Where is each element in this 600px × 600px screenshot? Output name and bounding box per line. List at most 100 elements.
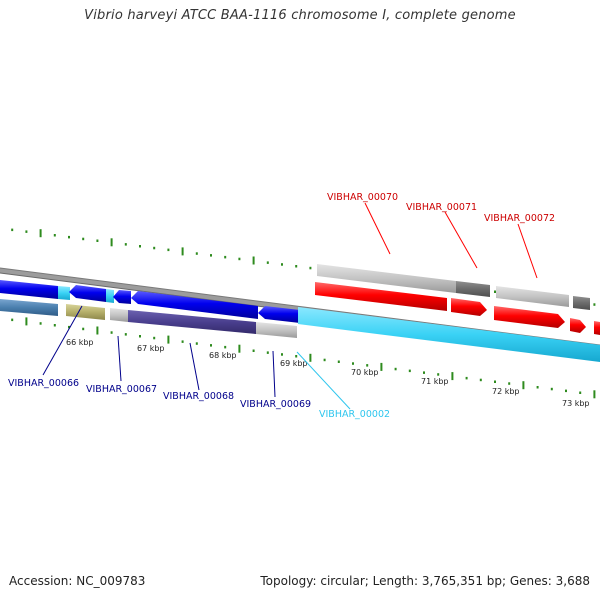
- minor-tick: [550, 387, 553, 391]
- minor-tick: [565, 389, 567, 393]
- minor-tick: [252, 349, 255, 352]
- minor-tick: [295, 355, 298, 358]
- minor-tick: [139, 335, 141, 338]
- major-tick: [110, 238, 113, 247]
- minor-tick: [224, 345, 227, 349]
- major-tick: [39, 229, 42, 238]
- minor-tick: [238, 257, 241, 261]
- minor-tick: [579, 391, 582, 394]
- gene-span-next[interactable]: [573, 296, 590, 310]
- minor-tick: [195, 252, 198, 255]
- scale-label: 68 kbp: [209, 351, 237, 360]
- gene-span-vibhar-00068a[interactable]: [110, 308, 128, 322]
- gene-label-vibhar-00002[interactable]: VIBHAR_00002: [319, 409, 390, 420]
- gene-label-vibhar-00072[interactable]: VIBHAR_00072: [484, 213, 555, 224]
- label-leader-lines: [42, 202, 538, 410]
- minor-tick: [266, 261, 269, 264]
- gene-span-vibhar-00070[interactable]: [317, 264, 456, 293]
- accession-text: Accession: NC_009783: [9, 574, 146, 588]
- cds-vibhar-00071[interactable]: [451, 298, 487, 316]
- major-tick: [167, 335, 170, 344]
- major-tick: [96, 326, 99, 335]
- forward-gene-spans: [317, 264, 590, 310]
- gene-labels: VIBHAR_00070 VIBHAR_00071 VIBHAR_00072 V…: [8, 192, 555, 420]
- gene-label-vibhar-00067[interactable]: VIBHAR_00067: [86, 384, 157, 395]
- major-tick: [451, 372, 454, 381]
- reverse-cds: [0, 280, 300, 323]
- minor-tick: [110, 331, 113, 334]
- minor-tick: [210, 254, 212, 257]
- minor-tick: [181, 340, 184, 343]
- minor-tick: [508, 382, 511, 385]
- minor-tick: [295, 265, 298, 268]
- minor-tick: [167, 248, 170, 252]
- minor-tick: [68, 325, 70, 329]
- minor-tick: [224, 255, 227, 259]
- gene-span-vibhar-00068[interactable]: [128, 310, 256, 334]
- minor-tick: [96, 239, 99, 242]
- minor-tick: [153, 336, 156, 340]
- gene-span-vibhar-00069[interactable]: [256, 322, 297, 338]
- minor-tick: [139, 245, 141, 248]
- map-title: Vibrio harveyi ATCC BAA-1116 chromosome …: [84, 8, 516, 23]
- minor-tick: [394, 367, 397, 371]
- minor-tick: [25, 230, 28, 233]
- cds-vibhar-00067[interactable]: [69, 285, 106, 302]
- genome-summary-text: Topology: circular; Length: 3,765,351 bp…: [260, 574, 590, 588]
- minor-tick: [11, 318, 14, 322]
- scale-label: 72 kbp: [492, 387, 520, 396]
- cds-vibhar-00069[interactable]: [258, 306, 300, 323]
- minor-tick: [479, 378, 482, 382]
- cds-vibhar-00072[interactable]: [494, 306, 565, 328]
- minor-tick: [68, 235, 70, 239]
- gene-label-vibhar-00070[interactable]: VIBHAR_00070: [327, 192, 398, 203]
- minor-tick: [494, 380, 496, 383]
- contig-steel[interactable]: [0, 299, 58, 316]
- minor-tick: [82, 237, 85, 241]
- cds-vibhar-00068[interactable]: [131, 291, 258, 319]
- minor-tick: [39, 322, 42, 325]
- gene-label-vibhar-00066[interactable]: VIBHAR_00066: [8, 378, 79, 389]
- gene-label-vibhar-00069[interactable]: VIBHAR_00069: [240, 399, 311, 410]
- inner-tick-marks: [11, 317, 596, 399]
- minor-tick: [337, 360, 340, 363]
- cds-edge[interactable]: [594, 321, 600, 335]
- minor-tick: [210, 344, 212, 347]
- gene-span-vibhar-00072[interactable]: [496, 286, 569, 307]
- minor-tick: [82, 327, 85, 331]
- cds-small[interactable]: [570, 318, 586, 333]
- cds-vibhar-00067b[interactable]: [106, 289, 114, 303]
- major-tick: [593, 390, 596, 399]
- gene-label-vibhar-00068[interactable]: VIBHAR_00068: [163, 391, 234, 402]
- minor-tick: [281, 263, 283, 266]
- reverse-gene-spans: [66, 304, 297, 338]
- minor-tick: [11, 228, 14, 232]
- minor-tick: [465, 376, 468, 380]
- minor-tick: [536, 386, 539, 389]
- minor-tick: [494, 290, 496, 293]
- gene-label-vibhar-00071[interactable]: VIBHAR_00071: [406, 202, 477, 213]
- major-tick: [522, 381, 525, 390]
- scale-labels: 66 kbp 67 kbp 68 kbp 69 kbp 70 kbp 71 kb…: [66, 338, 590, 408]
- minor-tick: [195, 342, 198, 345]
- minor-tick: [423, 371, 425, 374]
- minor-tick: [366, 364, 369, 367]
- scale-label: 69 kbp: [280, 359, 308, 368]
- minor-tick: [408, 369, 411, 373]
- scale-label: 70 kbp: [351, 368, 379, 377]
- minor-tick: [309, 266, 312, 270]
- minor-tick: [593, 303, 596, 306]
- cds-vibhar-00066b[interactable]: [58, 286, 70, 300]
- contig-segment[interactable]: [298, 307, 600, 362]
- scale-label: 67 kbp: [137, 344, 165, 353]
- cds-vibhar-00070[interactable]: [315, 282, 447, 311]
- gene-span-vibhar-00071[interactable]: [456, 281, 490, 297]
- cds-vibhar-00066[interactable]: [0, 280, 58, 299]
- gene-span-vibhar-00067[interactable]: [66, 304, 105, 320]
- contig-band: [0, 299, 600, 362]
- minor-tick: [153, 246, 156, 250]
- cds-vibhar-00068a[interactable]: [113, 290, 131, 304]
- major-tick: [380, 362, 383, 371]
- minor-tick: [266, 351, 269, 354]
